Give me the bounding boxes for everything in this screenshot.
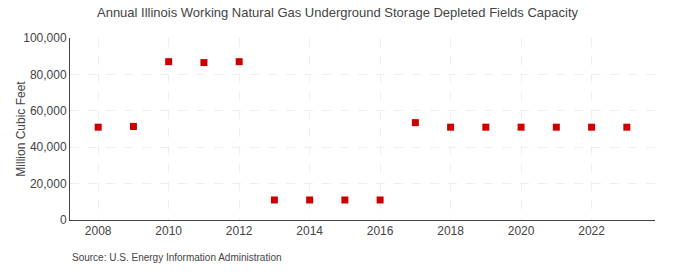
svg-text:20,000: 20,000 <box>30 177 67 191</box>
svg-text:2018: 2018 <box>437 224 464 238</box>
svg-text:80,000: 80,000 <box>30 68 67 82</box>
svg-text:2008: 2008 <box>85 224 112 238</box>
svg-text:Million Cubic Feet: Million Cubic Feet <box>14 81 28 177</box>
svg-text:60,000: 60,000 <box>30 104 67 118</box>
svg-text:40,000: 40,000 <box>30 140 67 154</box>
svg-text:2010: 2010 <box>155 224 182 238</box>
svg-text:2020: 2020 <box>508 224 535 238</box>
svg-text:0: 0 <box>60 213 67 227</box>
svg-text:Source: U.S. Energy Informatio: Source: U.S. Energy Information Administ… <box>72 252 282 263</box>
svg-text:Annual Illinois Working Natura: Annual Illinois Working Natural Gas Unde… <box>97 5 579 20</box>
svg-text:2022: 2022 <box>578 224 605 238</box>
svg-text:2012: 2012 <box>226 224 253 238</box>
svg-text:2016: 2016 <box>367 224 394 238</box>
svg-text:100,000: 100,000 <box>23 31 67 45</box>
svg-text:2014: 2014 <box>296 224 323 238</box>
